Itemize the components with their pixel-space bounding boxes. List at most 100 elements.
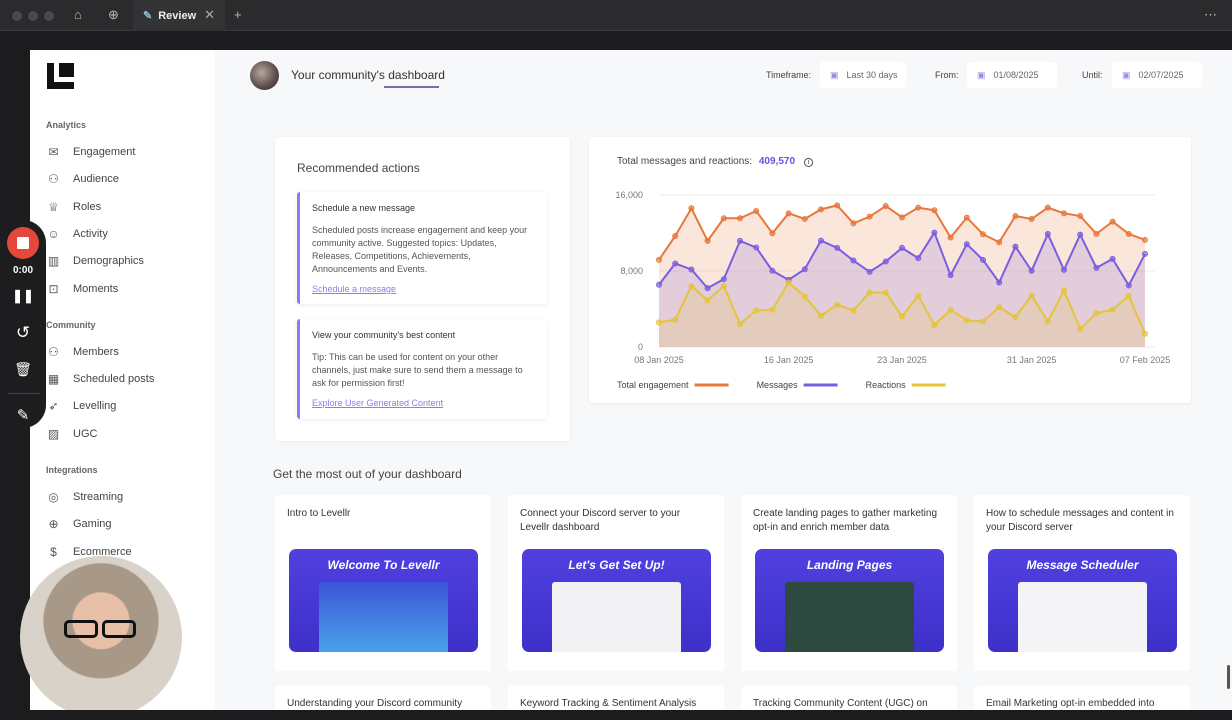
data-point[interactable]: [1109, 218, 1116, 225]
data-point[interactable]: [834, 301, 841, 308]
data-point[interactable]: [996, 279, 1003, 286]
guide-thumbnail[interactable]: Let's Get Set Up!: [522, 549, 711, 652]
window-minimize-button[interactable]: [28, 11, 38, 21]
data-point[interactable]: [753, 207, 760, 214]
data-point[interactable]: [1044, 204, 1051, 211]
data-point[interactable]: [947, 306, 954, 313]
sidebar-item-ecommerce[interactable]: $ Ecommerce: [46, 545, 132, 559]
guide-tile[interactable]: Create landing pages to gather marketing…: [741, 495, 957, 671]
sidebar-item-ugc[interactable]: ▨ UGC: [46, 427, 98, 441]
data-point[interactable]: [688, 266, 695, 273]
data-point[interactable]: [672, 316, 679, 323]
data-point[interactable]: [769, 306, 776, 313]
guide-tile[interactable]: Email Marketing opt-in embedded into: [974, 686, 1190, 710]
data-point[interactable]: [850, 257, 857, 264]
guide-tile[interactable]: Intro to Levellr Welcome To Levellr: [275, 495, 491, 671]
data-point[interactable]: [1125, 282, 1132, 289]
data-point[interactable]: [818, 206, 824, 213]
sidebar-item-levelling[interactable]: ➶ Levelling: [46, 399, 116, 413]
pen-icon[interactable]: ✎: [16, 407, 30, 424]
data-point[interactable]: [720, 276, 727, 283]
data-point[interactable]: [818, 237, 824, 244]
sidebar-item-audience[interactable]: ⚇ Audience: [46, 172, 119, 186]
guide-tile[interactable]: How to schedule messages and content in …: [974, 495, 1190, 671]
data-point[interactable]: [866, 213, 873, 220]
data-point[interactable]: [720, 215, 727, 222]
data-point[interactable]: [996, 304, 1003, 311]
community-avatar[interactable]: [250, 61, 279, 90]
data-point[interactable]: [656, 319, 662, 326]
data-point[interactable]: [1012, 243, 1019, 250]
data-point[interactable]: [1061, 287, 1067, 294]
data-point[interactable]: [947, 234, 954, 241]
data-point[interactable]: [882, 203, 889, 210]
more-icon[interactable]: ⋯: [1204, 7, 1217, 22]
sidebar-item-scheduled-posts[interactable]: ▦ Scheduled posts: [46, 372, 155, 386]
pause-icon[interactable]: ❚❚: [12, 288, 34, 303]
data-point[interactable]: [850, 307, 857, 314]
guide-tile[interactable]: Keyword Tracking & Sentiment Analysis: [508, 686, 724, 710]
data-point[interactable]: [963, 214, 970, 221]
data-point[interactable]: [850, 220, 857, 227]
data-point[interactable]: [882, 289, 889, 296]
data-point[interactable]: [769, 230, 776, 237]
data-point[interactable]: [899, 214, 905, 221]
data-point[interactable]: [1142, 236, 1148, 243]
close-tab-icon[interactable]: ✕: [204, 7, 215, 22]
data-point[interactable]: [737, 237, 743, 244]
data-point[interactable]: [915, 204, 922, 211]
data-point[interactable]: [1028, 292, 1035, 299]
data-point[interactable]: [996, 239, 1003, 246]
restart-icon[interactable]: ↺: [15, 323, 31, 342]
data-point[interactable]: [785, 210, 792, 217]
data-point[interactable]: [737, 321, 743, 328]
scrollbar[interactable]: [1227, 665, 1230, 689]
sidebar-item-demographics[interactable]: ▥ Demographics: [46, 254, 144, 268]
from-date-input[interactable]: ▣ 01/08/2025: [967, 62, 1057, 88]
data-point[interactable]: [1012, 212, 1019, 219]
data-point[interactable]: [1093, 230, 1100, 237]
data-point[interactable]: [899, 244, 905, 251]
new-tab-icon[interactable]: +: [234, 7, 242, 22]
data-point[interactable]: [704, 285, 711, 292]
data-point[interactable]: [801, 266, 808, 273]
schedule-message-link[interactable]: Schedule a message: [312, 284, 397, 294]
data-point[interactable]: [769, 267, 776, 274]
data-point[interactable]: [753, 244, 760, 251]
data-point[interactable]: [1142, 250, 1148, 257]
tab-review[interactable]: ✎ Review ✕: [133, 0, 225, 31]
data-point[interactable]: [866, 289, 873, 296]
window-close-button[interactable]: [12, 11, 22, 21]
home-icon[interactable]: ⌂: [74, 7, 82, 22]
data-point[interactable]: [963, 241, 970, 248]
stop-recording-button[interactable]: [7, 227, 39, 259]
data-point[interactable]: [931, 207, 938, 214]
guide-thumbnail[interactable]: Message Scheduler: [988, 549, 1177, 652]
data-point[interactable]: [980, 318, 986, 325]
guide-thumbnail[interactable]: Welcome To Levellr: [289, 549, 478, 652]
data-point[interactable]: [963, 317, 970, 324]
info-icon[interactable]: i: [803, 158, 814, 167]
data-point[interactable]: [834, 244, 841, 251]
data-point[interactable]: [1142, 330, 1148, 337]
data-point[interactable]: [672, 260, 679, 267]
sidebar-item-moments[interactable]: ⊡ Moments: [46, 282, 118, 296]
data-point[interactable]: [1061, 266, 1067, 273]
data-point[interactable]: [753, 307, 760, 314]
data-point[interactable]: [1125, 230, 1132, 237]
sidebar-item-members[interactable]: ⚇ Members: [46, 345, 119, 359]
data-point[interactable]: [1028, 267, 1035, 274]
data-point[interactable]: [720, 282, 727, 289]
data-point[interactable]: [801, 293, 808, 300]
data-point[interactable]: [704, 297, 711, 304]
sidebar-item-gaming[interactable]: ⊕ Gaming: [46, 517, 111, 531]
sidebar-item-streaming[interactable]: ◎ Streaming: [46, 490, 123, 504]
data-point[interactable]: [899, 313, 905, 320]
trash-icon[interactable]: 🗑: [14, 361, 32, 377]
data-point[interactable]: [980, 256, 986, 263]
until-date-input[interactable]: ▣ 02/07/2025: [1112, 62, 1202, 88]
sidebar-item-activity[interactable]: ☺ Activity: [46, 227, 107, 241]
guide-tile[interactable]: Understanding your Discord community: [275, 686, 491, 710]
data-point[interactable]: [947, 272, 954, 279]
data-point[interactable]: [980, 231, 986, 238]
